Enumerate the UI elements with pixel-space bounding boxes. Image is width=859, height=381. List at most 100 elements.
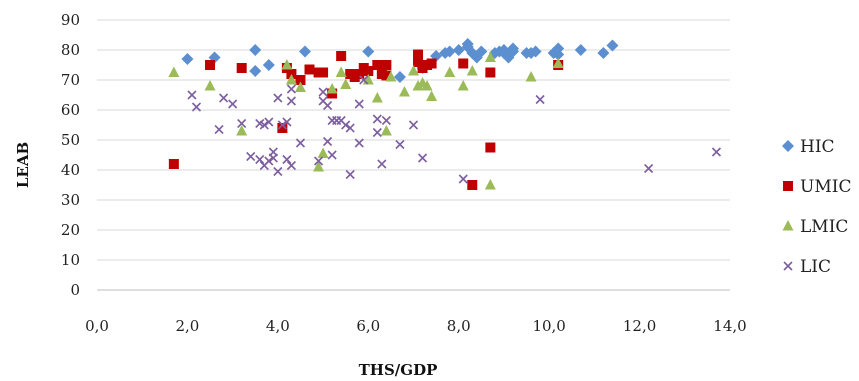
y-axis-title: LEAB	[14, 142, 32, 188]
point-hic	[461, 38, 474, 50]
point-lmic	[421, 80, 433, 91]
point-hic	[362, 45, 375, 58]
point-lic	[359, 75, 369, 85]
point-lic	[219, 93, 229, 103]
point-lic	[408, 120, 419, 130]
point-lmic	[204, 80, 216, 91]
point-lmic	[168, 66, 180, 77]
point-hic	[298, 45, 311, 58]
point-hic	[249, 44, 262, 56]
point-lic	[264, 117, 274, 127]
point-lmic	[380, 125, 392, 136]
point-lmic	[552, 57, 564, 68]
y-tick-label: 20	[61, 221, 80, 239]
legend-marker-lic	[783, 261, 793, 271]
x-axis-tick-labels: 0,0 2,0 4,0 6,0 8,0 10,0 12,0 14,0	[85, 317, 747, 335]
point-lic	[395, 139, 405, 150]
point-lmic	[335, 66, 347, 77]
point-lic	[318, 87, 328, 97]
point-hic	[475, 45, 488, 58]
legend: HIC UMIC LMIC LIC	[782, 137, 851, 277]
point-hic	[393, 71, 406, 83]
y-tick-label: 30	[61, 191, 80, 209]
point-lmic	[398, 86, 410, 97]
x-tick-label: 12,0	[623, 317, 656, 335]
point-hic	[262, 59, 275, 71]
y-tick-label: 70	[61, 71, 80, 89]
point-lmic	[326, 83, 338, 94]
y-tick-label: 60	[61, 101, 80, 119]
point-umic	[168, 159, 179, 169]
point-umic	[363, 66, 374, 76]
y-tick-label: 80	[61, 41, 80, 59]
point-lic	[286, 84, 296, 94]
point-umic	[485, 142, 496, 153]
point-lmic	[457, 80, 469, 91]
point-lic	[295, 138, 306, 148]
point-lmic	[281, 59, 293, 70]
point-hic	[506, 45, 519, 58]
y-tick-label: 90	[61, 11, 80, 29]
point-umic	[205, 60, 216, 70]
point-lic	[345, 123, 355, 133]
point-hic	[443, 45, 456, 58]
point-umic	[295, 75, 306, 85]
y-tick-label: 0	[70, 281, 80, 299]
point-lmic	[484, 51, 496, 62]
legend-label-lmic: LMIC	[800, 217, 848, 237]
legend-marker-hic	[782, 140, 794, 152]
point-umic	[336, 51, 347, 61]
point-umic	[458, 58, 469, 69]
point-hic	[574, 44, 587, 56]
point-lic	[711, 147, 722, 157]
point-lic	[264, 156, 274, 166]
point-lic	[273, 93, 283, 103]
point-lic	[228, 99, 238, 109]
point-lic	[286, 160, 296, 171]
point-hic	[181, 53, 194, 65]
point-lic	[246, 151, 256, 162]
point-hic	[529, 45, 542, 58]
point-lic	[535, 94, 545, 105]
point-umic	[485, 67, 496, 78]
y-tick-label: 40	[61, 161, 80, 179]
y-axis-tick-labels: 0 10 20 30 40 50 60 70 80 90	[61, 11, 80, 299]
point-lic	[323, 100, 333, 111]
point-lic	[259, 120, 269, 130]
x-tick-label: 8,0	[447, 317, 471, 335]
point-umic	[277, 123, 288, 133]
point-umic	[318, 67, 329, 78]
x-tick-label: 2,0	[175, 317, 199, 335]
point-lmic	[408, 65, 419, 76]
point-lic	[255, 154, 265, 165]
y-tick-label: 50	[61, 131, 80, 149]
point-lic	[323, 136, 333, 147]
point-lic	[377, 159, 387, 169]
y-tick-label: 10	[61, 251, 80, 269]
legend-label-umic: UMIC	[800, 177, 851, 197]
point-lic	[354, 99, 364, 109]
point-lmic	[313, 161, 325, 172]
x-tick-label: 4,0	[266, 317, 290, 335]
point-lmic	[444, 66, 456, 77]
point-lmic	[317, 147, 329, 158]
gridlines	[97, 19, 730, 261]
point-lic	[372, 127, 382, 138]
point-lic	[273, 166, 283, 177]
point-lic	[327, 150, 337, 160]
point-umic	[372, 60, 383, 70]
point-lic	[417, 153, 428, 163]
x-axis-title: THS/GDP	[359, 361, 438, 379]
point-lmic	[285, 74, 297, 85]
legend-marker-lmic	[782, 220, 794, 231]
point-lic	[354, 138, 364, 148]
legend-label-hic: HIC	[800, 137, 835, 157]
point-umic	[413, 49, 424, 60]
x-tick-label: 0,0	[85, 317, 109, 335]
x-tick-label: 6,0	[356, 317, 380, 335]
point-umic	[426, 58, 437, 69]
point-umic	[236, 63, 247, 73]
point-hic	[606, 39, 619, 52]
legend-marker-umic	[783, 181, 793, 191]
point-lic	[237, 118, 247, 129]
